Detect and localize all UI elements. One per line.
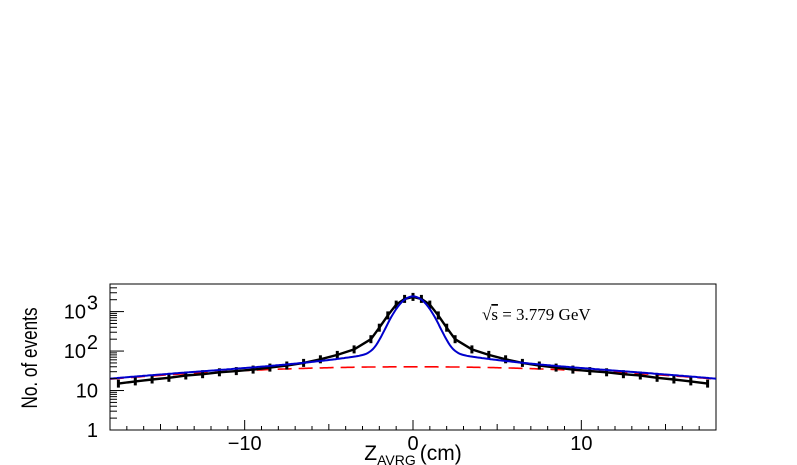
data-bin	[318, 355, 322, 364]
data-bin	[436, 311, 440, 320]
data-bin	[386, 311, 390, 320]
data-bin	[621, 370, 625, 379]
data-bin	[369, 335, 373, 344]
x-axis-label: ZAVRG (cm)	[364, 442, 461, 465]
background-fit-group	[109, 366, 717, 380]
data-bin	[352, 345, 356, 354]
sqrt-arg: s	[491, 305, 498, 324]
data-bin	[285, 361, 289, 370]
data-bin	[234, 367, 238, 376]
data-bin	[605, 368, 609, 377]
data-bin	[184, 371, 188, 380]
x-axis-unit: (cm)	[420, 442, 462, 465]
data-bin	[201, 370, 205, 379]
data-bin	[377, 323, 381, 332]
y-tick-label: 1	[87, 420, 98, 442]
data-bin	[554, 363, 558, 372]
data-bin	[504, 355, 508, 364]
data-bin	[487, 350, 491, 359]
y-tick-exponent: 3	[87, 293, 98, 315]
data-bin	[167, 373, 171, 382]
background-fit-curve	[109, 366, 717, 380]
x-tick-label: 10	[570, 433, 592, 455]
data-bin	[268, 363, 272, 372]
y-tick-exponent: 2	[87, 332, 98, 354]
energy-annotation: √s = 3.779 GeV	[482, 305, 591, 324]
data-bin	[706, 379, 710, 388]
signal-fit-group	[109, 295, 717, 380]
signal-fit-curve	[109, 295, 717, 380]
x-axis-subscript: AVRG	[377, 452, 416, 465]
data-bin	[655, 373, 659, 382]
energy-value: = 3.779 GeV	[498, 305, 591, 324]
data-bin	[150, 375, 154, 384]
data-bin	[394, 300, 398, 309]
data-bin	[689, 377, 693, 386]
data-bin	[251, 365, 255, 374]
data-bin	[335, 350, 339, 359]
data-bin	[672, 375, 676, 384]
data-bin	[116, 379, 120, 388]
data-bin	[571, 365, 575, 374]
data-bin	[428, 300, 432, 309]
plot-frame	[109, 283, 717, 431]
x-tick-label: −10	[228, 433, 262, 455]
x-axis-symbol: Z	[364, 442, 377, 465]
y-tick-label: 10	[64, 341, 86, 363]
data-bin	[445, 323, 449, 332]
plot-frame-group	[109, 283, 717, 431]
y-axis-label: No. of events	[18, 307, 43, 408]
sqrt-symbol: √	[482, 305, 492, 324]
histogram-group	[116, 292, 710, 388]
data-bin	[588, 367, 592, 376]
y-tick-label: 10	[76, 381, 98, 403]
data-bin	[638, 371, 642, 380]
data-bin	[453, 335, 457, 344]
data-bin	[470, 345, 474, 354]
data-bin	[133, 377, 137, 386]
data-bin	[217, 368, 221, 377]
y-tick-label: 10	[64, 302, 86, 324]
data-bin	[537, 361, 541, 370]
x-tick-label: 0	[407, 433, 418, 455]
